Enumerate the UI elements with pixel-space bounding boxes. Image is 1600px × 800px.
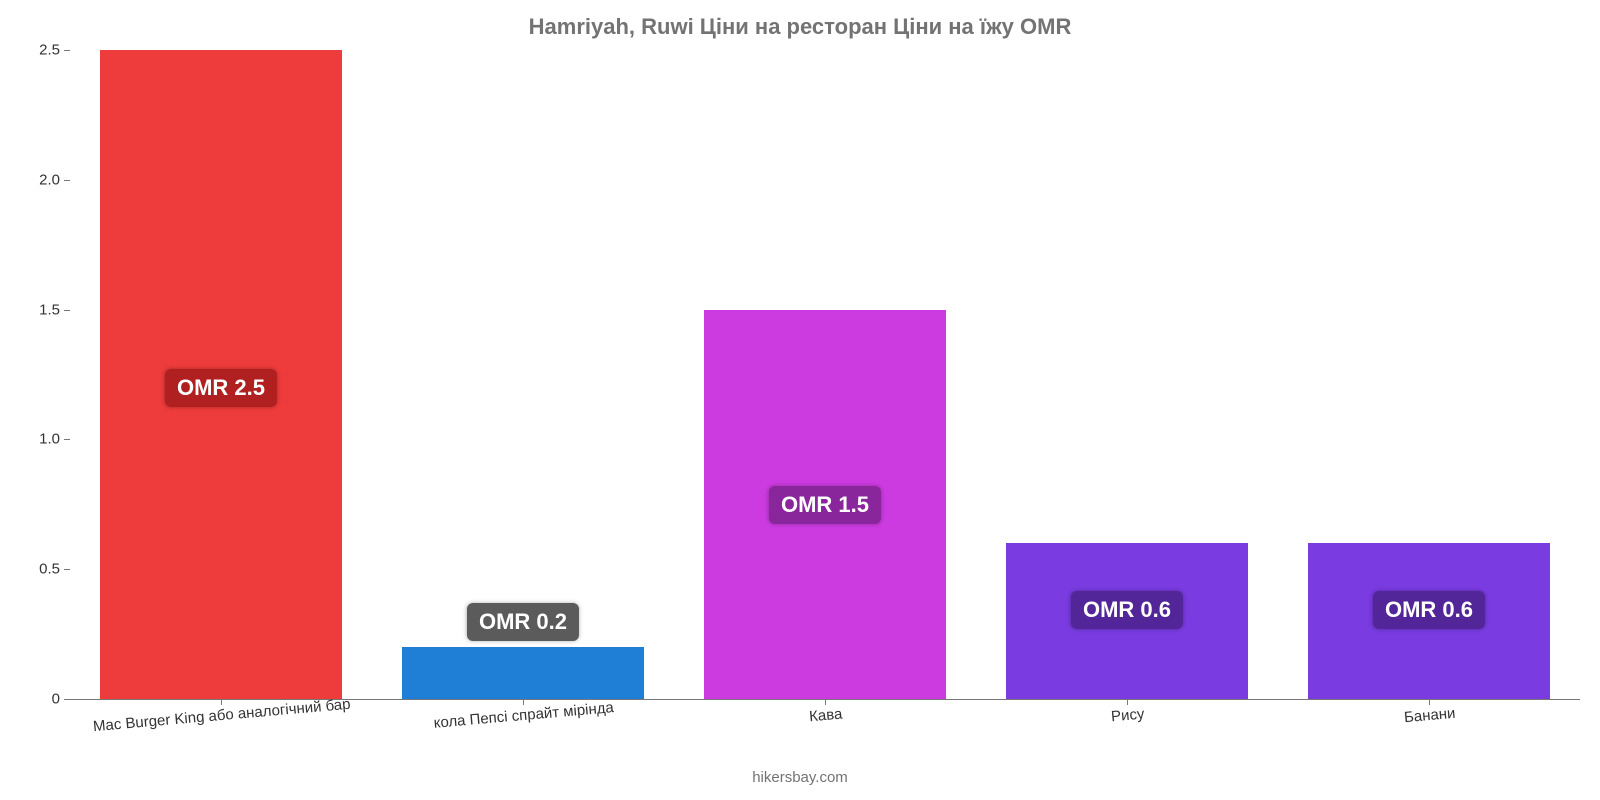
bar-slot: OMR 1.5Кава xyxy=(674,50,976,699)
bar-slot: OMR 0.6Банани xyxy=(1278,50,1580,699)
y-tick-label: 2.0 xyxy=(39,171,60,188)
x-axis-label: Рису xyxy=(1110,706,1145,726)
y-tick-label: 1.0 xyxy=(39,431,60,448)
y-tick-label: 1.5 xyxy=(39,301,60,318)
y-tick-label: 0.5 xyxy=(39,561,60,578)
chart-title: Hamriyah, Ruwi Ціни на ресторан Ціни на … xyxy=(0,0,1600,40)
attribution-text: hikersbay.com xyxy=(0,769,1600,786)
value-badge: OMR 0.6 xyxy=(1071,591,1183,629)
x-tick-mark xyxy=(1429,699,1430,705)
x-axis-label: Банани xyxy=(1403,705,1456,726)
bar-slot: OMR 0.6Рису xyxy=(976,50,1278,699)
x-tick-mark xyxy=(221,699,222,705)
x-tick-mark xyxy=(825,699,826,705)
plot-area: 00.51.01.52.02.5 OMR 2.5Mac Burger King … xyxy=(70,50,1580,700)
bar-slot: OMR 0.2кола Пепсі спрайт мірінда xyxy=(372,50,674,699)
value-badge: OMR 0.6 xyxy=(1373,591,1485,629)
y-tick-label: 2.5 xyxy=(39,42,60,59)
value-badge: OMR 0.2 xyxy=(467,603,579,641)
x-tick-mark xyxy=(1127,699,1128,705)
x-tick-mark xyxy=(523,699,524,705)
y-tick-label: 0 xyxy=(52,691,60,708)
bar-slot: OMR 2.5Mac Burger King або аналогічний б… xyxy=(70,50,372,699)
x-axis-label: Кава xyxy=(808,706,843,726)
bar xyxy=(402,647,644,699)
bars-container: OMR 2.5Mac Burger King або аналогічний б… xyxy=(70,50,1580,699)
value-badge: OMR 1.5 xyxy=(769,486,881,524)
value-badge: OMR 2.5 xyxy=(165,369,277,407)
y-tick-mark xyxy=(64,699,70,700)
